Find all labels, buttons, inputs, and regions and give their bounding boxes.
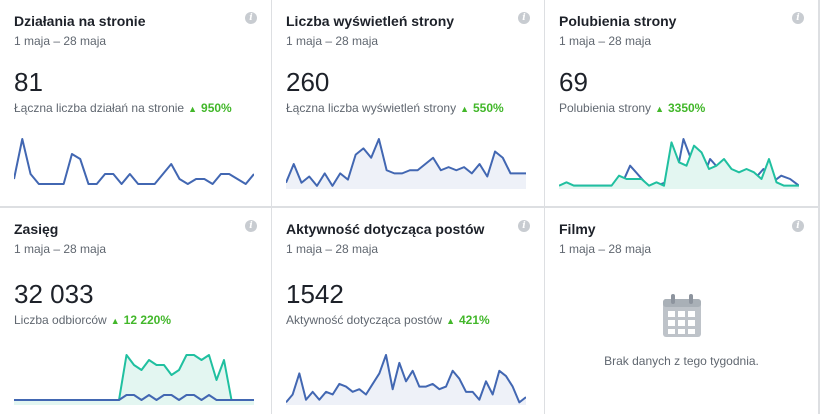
empty-state-text: Brak danych z tego tygodnia. bbox=[604, 354, 759, 368]
card-change: 421% bbox=[459, 313, 490, 327]
trend-up-icon: ▲ bbox=[110, 316, 120, 326]
card-value: 32 033 bbox=[14, 279, 94, 309]
card-title[interactable]: Działania na stronie bbox=[14, 13, 146, 29]
card-videos[interactable]: Filmy i 1 maja – 28 maja Brak danych z t… bbox=[545, 208, 818, 414]
sparkline-series-0 bbox=[286, 138, 526, 187]
card-date-range: 1 maja – 28 maja bbox=[14, 242, 107, 256]
info-icon[interactable]: i bbox=[792, 12, 804, 24]
card-change: 550% bbox=[473, 101, 504, 115]
card-date-range: 1 maja – 28 maja bbox=[286, 242, 379, 256]
sparkline-chart[interactable] bbox=[559, 130, 799, 192]
sparkline-chart[interactable] bbox=[286, 346, 526, 408]
sparkline-series-0 bbox=[14, 138, 254, 185]
card-post-engagement[interactable]: Aktywność dotycząca postów i 1 maja – 28… bbox=[272, 208, 544, 414]
sparkline-series-0 bbox=[286, 354, 526, 404]
card-reach[interactable]: Zasięg i 1 maja – 28 maja 32 033 Liczba … bbox=[0, 208, 271, 414]
info-icon[interactable]: i bbox=[518, 220, 530, 232]
sparkline-series-1 bbox=[14, 394, 254, 401]
sparkline-area bbox=[286, 139, 526, 189]
card-page-likes[interactable]: Polubienia strony i 1 maja – 28 maja 69 … bbox=[545, 0, 818, 206]
sparkline-area bbox=[559, 142, 799, 189]
card-subtitle: Aktywność dotycząca postów ▲ 421% bbox=[286, 313, 490, 327]
sparkline-chart[interactable] bbox=[14, 346, 254, 408]
card-page-views[interactable]: Liczba wyświetleń strony i 1 maja – 28 m… bbox=[272, 0, 544, 206]
card-value: 69 bbox=[559, 67, 588, 97]
sparkline-series-1 bbox=[559, 141, 799, 187]
card-label: Aktywność dotycząca postów bbox=[286, 313, 443, 327]
card-title[interactable]: Zasięg bbox=[14, 221, 59, 237]
card-subtitle: Polubienia strony ▲ 3350% bbox=[559, 101, 705, 115]
info-icon[interactable]: i bbox=[245, 12, 257, 24]
card-value: 260 bbox=[286, 67, 330, 97]
card-date-range: 1 maja – 28 maja bbox=[286, 34, 379, 48]
card-label: Łączna liczba wyświetleń strony bbox=[286, 101, 457, 115]
card-change: 12 220% bbox=[123, 313, 172, 327]
sparkline-chart[interactable] bbox=[14, 130, 254, 192]
card-date-range: 1 maja – 28 maja bbox=[14, 34, 107, 48]
card-date-range: 1 maja – 28 maja bbox=[559, 242, 652, 256]
card-label: Polubienia strony bbox=[559, 101, 652, 115]
calendar-icon bbox=[663, 294, 701, 337]
card-change: 3350% bbox=[667, 101, 706, 115]
info-icon[interactable]: i bbox=[518, 12, 530, 24]
card-date-range: 1 maja – 28 maja bbox=[559, 34, 652, 48]
info-icon[interactable]: i bbox=[792, 220, 804, 232]
card-title[interactable]: Polubienia strony bbox=[559, 13, 677, 29]
trend-up-icon: ▲ bbox=[446, 316, 455, 326]
info-icon[interactable]: i bbox=[245, 220, 257, 232]
sparkline-chart[interactable] bbox=[286, 130, 526, 192]
card-page-actions[interactable]: Działania na stronie i 1 maja – 28 maja … bbox=[0, 0, 271, 206]
card-value: 1542 bbox=[286, 279, 344, 309]
card-title[interactable]: Aktywność dotycząca postów bbox=[286, 221, 485, 237]
card-change: 950% bbox=[201, 101, 232, 115]
card-title[interactable]: Filmy bbox=[559, 221, 596, 237]
card-value: 81 bbox=[14, 67, 43, 97]
card-subtitle: Liczba odbiorców ▲ 12 220% bbox=[14, 313, 171, 327]
trend-up-icon: ▲ bbox=[460, 104, 469, 114]
card-label: Łączna liczba działań na stronie bbox=[14, 101, 185, 115]
trend-up-icon: ▲ bbox=[188, 104, 198, 114]
card-subtitle: Łączna liczba wyświetleń strony ▲ 550% bbox=[286, 101, 504, 115]
sparkline-area bbox=[14, 355, 254, 405]
card-label: Liczba odbiorców bbox=[14, 313, 107, 327]
card-title[interactable]: Liczba wyświetleń strony bbox=[286, 13, 455, 29]
trend-up-icon: ▲ bbox=[655, 104, 664, 114]
card-subtitle: Łączna liczba działań na stronie ▲ 950% bbox=[14, 101, 232, 115]
